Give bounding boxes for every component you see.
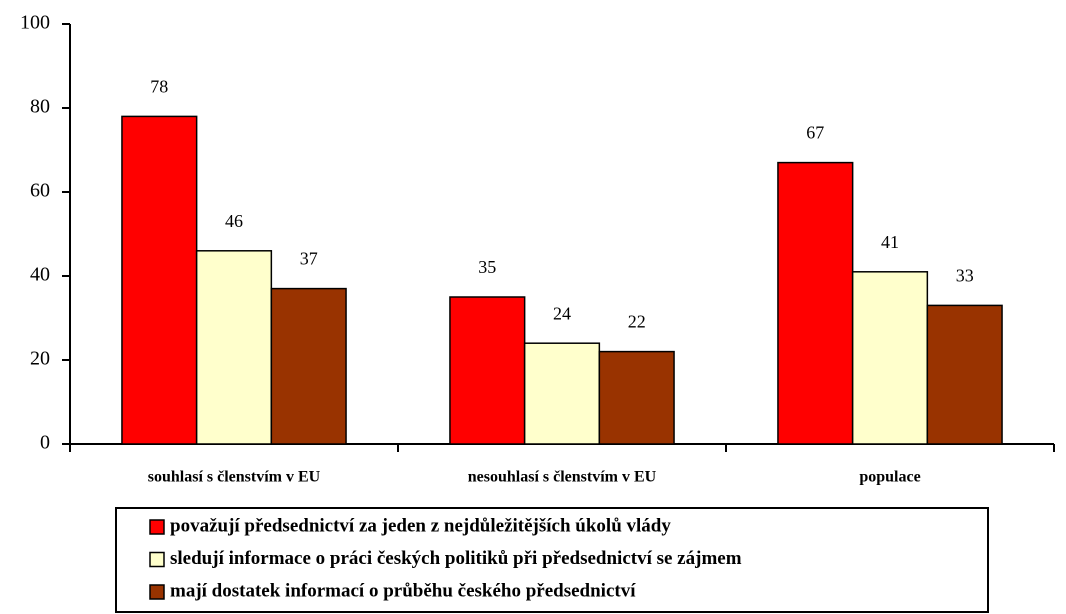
data-label: 35 xyxy=(478,257,496,277)
legend-label: považují předsednictví za jeden z nejdůl… xyxy=(170,515,671,536)
bar xyxy=(851,271,929,445)
x-tick-label: nesouhlasí s členstvím v EU xyxy=(468,469,657,486)
data-label: 37 xyxy=(300,249,318,269)
y-tick-label: 60 xyxy=(30,180,50,202)
data-label: 67 xyxy=(806,123,824,143)
bar xyxy=(195,250,273,445)
y-tick-label: 80 xyxy=(30,96,50,118)
data-label: 78 xyxy=(150,77,168,97)
legend-label: mají dostatek informací o průběhu českéh… xyxy=(170,580,636,601)
bar xyxy=(598,350,675,445)
y-tick-label: 40 xyxy=(30,264,50,286)
data-label: 22 xyxy=(628,312,646,332)
bar xyxy=(270,287,347,445)
data-label: 41 xyxy=(881,232,899,252)
legend-box xyxy=(115,507,989,613)
y-tick-label: 0 xyxy=(40,432,50,454)
bar xyxy=(926,304,1003,445)
y-tick-label: 100 xyxy=(20,12,50,34)
bar xyxy=(777,161,854,445)
data-label: 33 xyxy=(956,266,974,286)
y-tick-label: 20 xyxy=(30,348,50,370)
data-label: 46 xyxy=(225,211,243,231)
legend-swatch xyxy=(149,551,165,568)
x-tick-label: populace xyxy=(859,469,920,486)
bar xyxy=(449,296,526,445)
bar xyxy=(121,115,198,445)
data-label: 24 xyxy=(553,303,571,323)
legend-swatch xyxy=(149,584,165,600)
bar xyxy=(523,342,601,445)
x-tick-label: souhlasí s členstvím v EU xyxy=(148,469,321,486)
legend-label: sledují informace o práci českých politi… xyxy=(170,548,742,569)
legend-swatch xyxy=(149,519,165,535)
